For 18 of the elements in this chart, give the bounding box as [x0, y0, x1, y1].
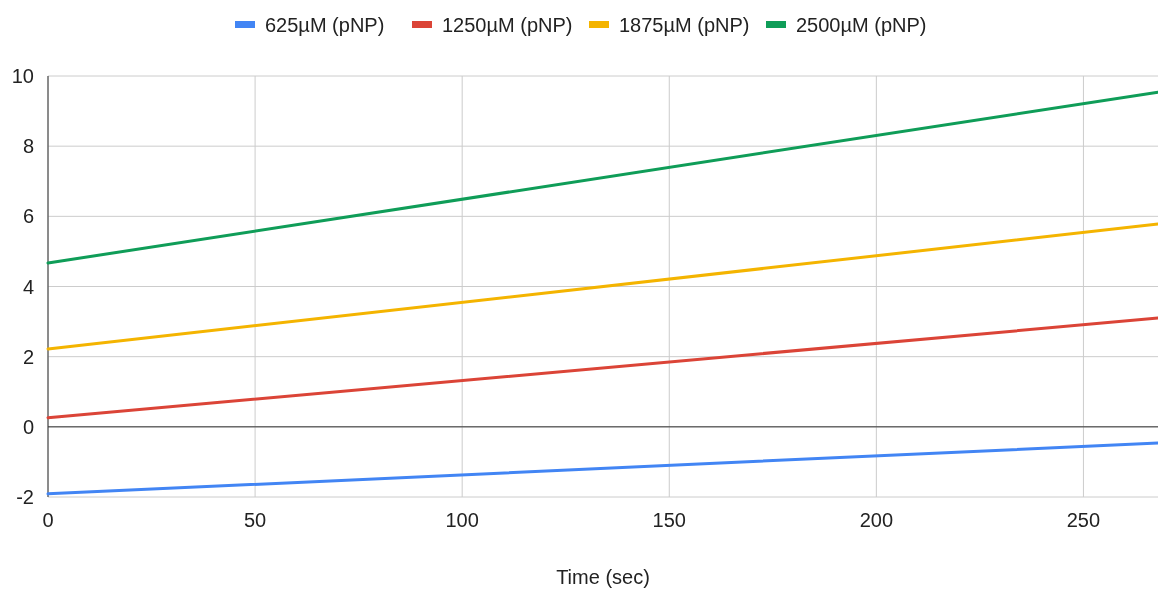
- legend-label: 2500µM (pNP): [796, 14, 927, 36]
- y-tick-label: 4: [22, 275, 34, 298]
- x-tick-label: 0: [42, 509, 54, 531]
- x-tick-label: 200: [859, 509, 894, 531]
- legend-label: 1875µM (pNP): [619, 14, 750, 36]
- y-tick-label: -2: [16, 486, 34, 508]
- y-tick-label: 6: [22, 205, 34, 228]
- legend-label: 1250µM (pNP): [442, 14, 573, 36]
- x-tick-label: 150: [652, 509, 686, 531]
- y-tick-label: 10: [11, 65, 34, 87]
- x-axis-title: Time (sec): [556, 566, 650, 588]
- x-tick-label: 50: [243, 509, 267, 531]
- x-tick-label: 250: [1066, 509, 1101, 531]
- y-tick-label: 0: [22, 415, 34, 438]
- y-tick-label: 2: [22, 345, 34, 368]
- legend-label: 625µM (pNP): [265, 14, 385, 36]
- x-tick-label: 100: [445, 509, 479, 531]
- y-tick-label: 8: [22, 135, 34, 158]
